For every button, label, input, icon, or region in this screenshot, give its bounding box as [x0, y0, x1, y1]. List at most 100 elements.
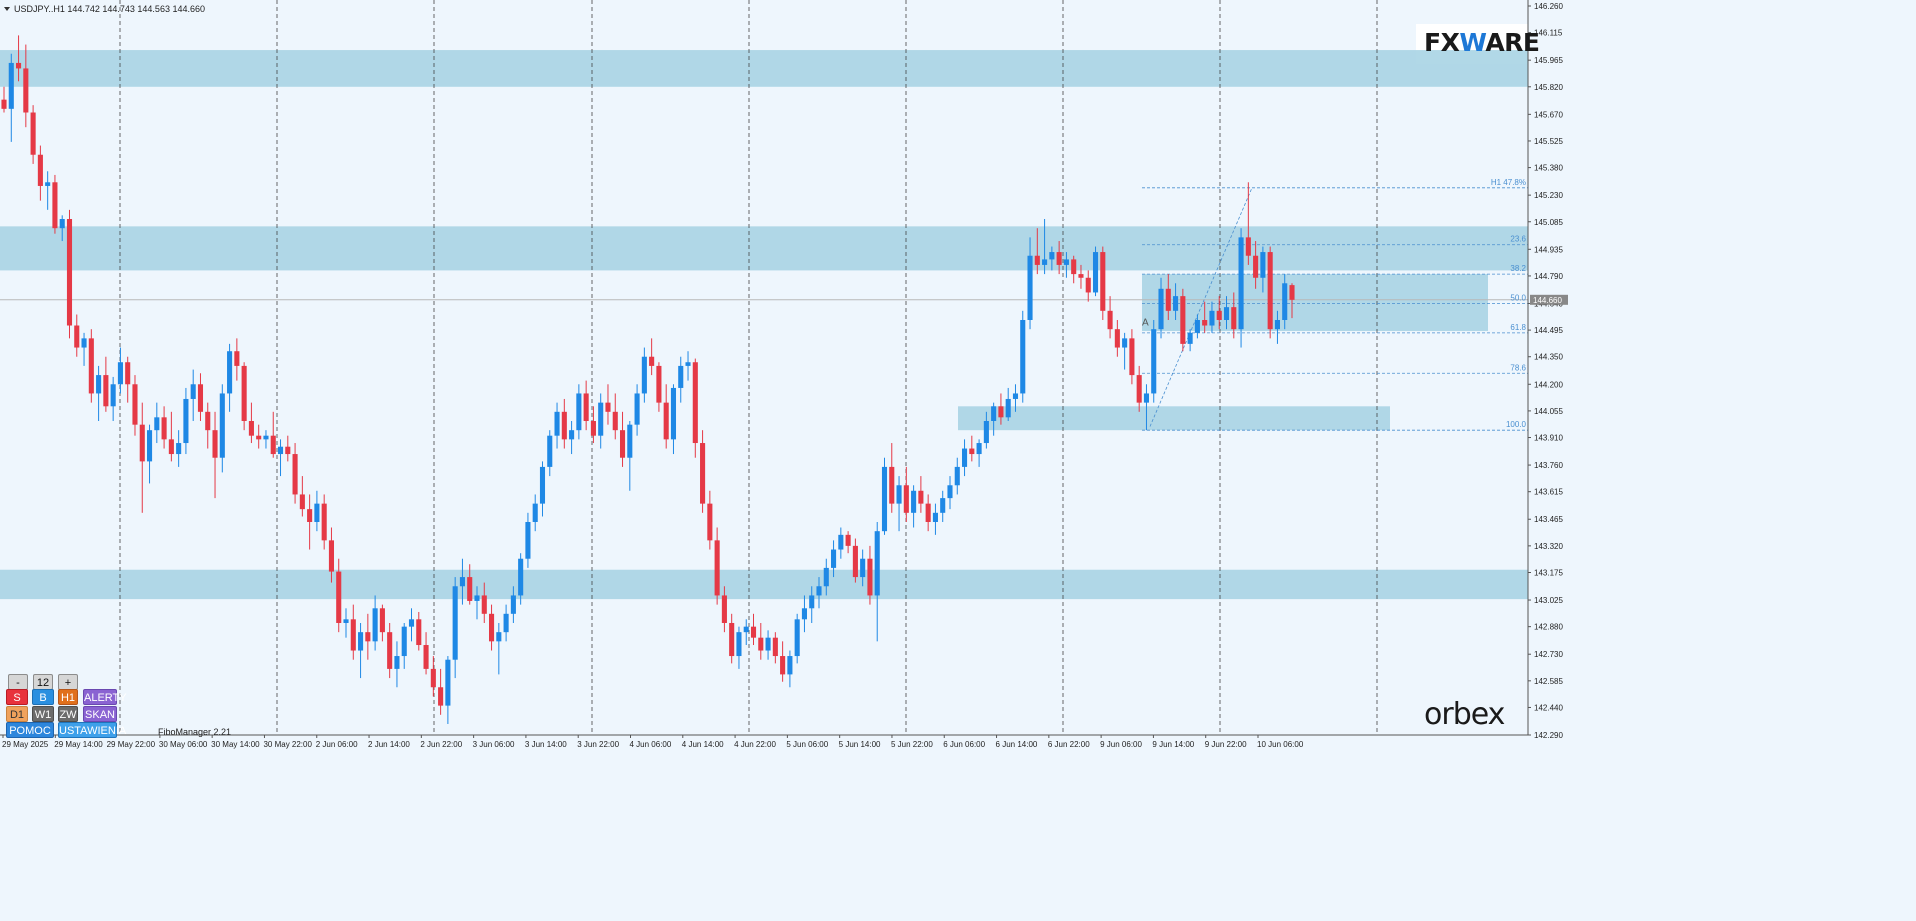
settings-button[interactable]: USTAWIENIA — [58, 722, 126, 738]
bear-candle — [292, 454, 298, 495]
bull-candle — [1042, 259, 1048, 265]
current-price-tag — [1530, 294, 1568, 305]
sell-button[interactable]: S — [6, 689, 28, 705]
price-tick-label: 143.760 — [1534, 461, 1563, 470]
price-tick-label: 143.320 — [1534, 542, 1563, 551]
bear-candle — [852, 545, 858, 578]
bear-candle — [1, 99, 7, 109]
bull-candle — [45, 182, 51, 186]
price-tick-label: 145.965 — [1534, 56, 1563, 65]
bull-candle — [743, 626, 749, 633]
bull-candle — [911, 490, 917, 513]
bear-candle — [707, 503, 713, 541]
timeframe-w1-button[interactable]: W1 — [32, 706, 54, 722]
bull-candle — [1194, 320, 1200, 333]
bull-candle — [408, 619, 415, 627]
bear-candle — [88, 338, 94, 394]
symbol-menu-arrow-icon[interactable] — [4, 7, 10, 11]
bull-candle — [96, 375, 102, 394]
bull-candle — [117, 362, 123, 385]
price-tick-label: 143.465 — [1534, 515, 1563, 524]
fib-level-label: H1 47.8% — [1491, 178, 1526, 187]
time-tick-label: 2 Jun 22:00 — [420, 740, 462, 749]
value-field[interactable]: 12 — [33, 674, 53, 690]
bull-candle — [539, 466, 546, 504]
bull-candle — [961, 448, 968, 467]
scan-button[interactable]: SKAN — [83, 706, 117, 722]
bear-candle — [1100, 252, 1106, 311]
bear-candle — [336, 571, 342, 623]
bull-candle — [8, 62, 14, 109]
bull-candle — [59, 219, 65, 229]
bear-candle — [1231, 307, 1237, 330]
bull-candle — [678, 365, 684, 388]
fibonacci-retracement[interactable]: H1 47.8% 23.6 38.2 50.0 61.8 78.6 100.0 A — [1142, 178, 1528, 431]
zone-rect — [0, 50, 1528, 87]
time-tick-label: 6 Jun 22:00 — [1048, 740, 1090, 749]
bull-candle — [947, 485, 953, 499]
zw-button[interactable]: ZW — [58, 706, 78, 722]
time-tick-label: 29 May 22:00 — [107, 740, 156, 749]
plot-area — [0, 0, 1528, 736]
time-tick-label: 2 Jun 06:00 — [316, 740, 358, 749]
bear-candle — [605, 402, 611, 412]
price-tick-label: 145.380 — [1534, 164, 1563, 173]
fib-trend-line — [1149, 187, 1253, 427]
bull-candle — [154, 417, 160, 431]
bear-candle — [619, 430, 626, 458]
bull-candle — [881, 466, 888, 532]
bear-candle — [1245, 237, 1251, 256]
time-tick-label: 29 May 14:00 — [54, 740, 103, 749]
bear-candle — [37, 154, 43, 186]
zone-rect — [958, 406, 1390, 431]
fib-level-label: 38.2 — [1510, 264, 1526, 273]
bull-candle — [801, 608, 807, 620]
bear-candle — [772, 637, 778, 657]
bull-candle — [190, 384, 196, 399]
bull-candle — [816, 586, 822, 596]
bull-candle — [976, 443, 982, 455]
fib-level-label: 78.6 — [1510, 363, 1526, 372]
buy-button[interactable]: B — [32, 689, 54, 705]
price-tick-label: 144.200 — [1534, 380, 1563, 389]
time-tick-label: 6 Jun 14:00 — [996, 740, 1038, 749]
bull-candle — [1092, 252, 1099, 293]
time-axis-area — [0, 736, 1528, 921]
bull-candle — [1143, 393, 1150, 403]
decrease-button[interactable]: - — [8, 674, 28, 690]
bull-candle — [401, 626, 407, 657]
bull-candle — [809, 595, 815, 609]
bear-candle — [241, 365, 247, 421]
increase-button[interactable]: + — [58, 674, 78, 690]
time-tick-label: 3 Jun 14:00 — [525, 740, 567, 749]
bear-candle — [998, 406, 1004, 418]
timeframe-h1-button[interactable]: H1 — [58, 689, 78, 705]
price-tick-label: 142.880 — [1534, 623, 1563, 632]
bear-candle — [663, 402, 669, 440]
bear-candle — [1202, 320, 1208, 326]
price-axis-area — [1528, 0, 1916, 921]
price-tick-label: 145.230 — [1534, 191, 1563, 200]
price-tick-label: 146.115 — [1534, 29, 1563, 38]
bull-candle — [576, 393, 582, 431]
help-button[interactable]: POMOC — [6, 722, 54, 738]
bear-candle — [416, 619, 422, 646]
fib-level-label: 50.0 — [1510, 293, 1526, 302]
bear-candle — [721, 595, 727, 623]
timeframe-d1-button[interactable]: D1 — [6, 706, 28, 722]
bear-candle — [700, 443, 706, 504]
bull-candle — [183, 398, 189, 444]
zone-rect — [0, 226, 1528, 271]
bear-candle — [583, 393, 589, 421]
bull-candle — [525, 521, 531, 559]
alerts-button[interactable]: ALERTY — [83, 689, 127, 705]
bear-candle — [23, 68, 29, 113]
bear-candle — [1056, 252, 1062, 265]
bear-candle — [758, 637, 764, 651]
bull-candle — [765, 637, 771, 651]
bull-candle — [823, 567, 829, 587]
time-tick-label: 2 Jun 14:00 — [368, 740, 410, 749]
bull-candle — [794, 619, 800, 657]
bear-candle — [1129, 338, 1135, 376]
